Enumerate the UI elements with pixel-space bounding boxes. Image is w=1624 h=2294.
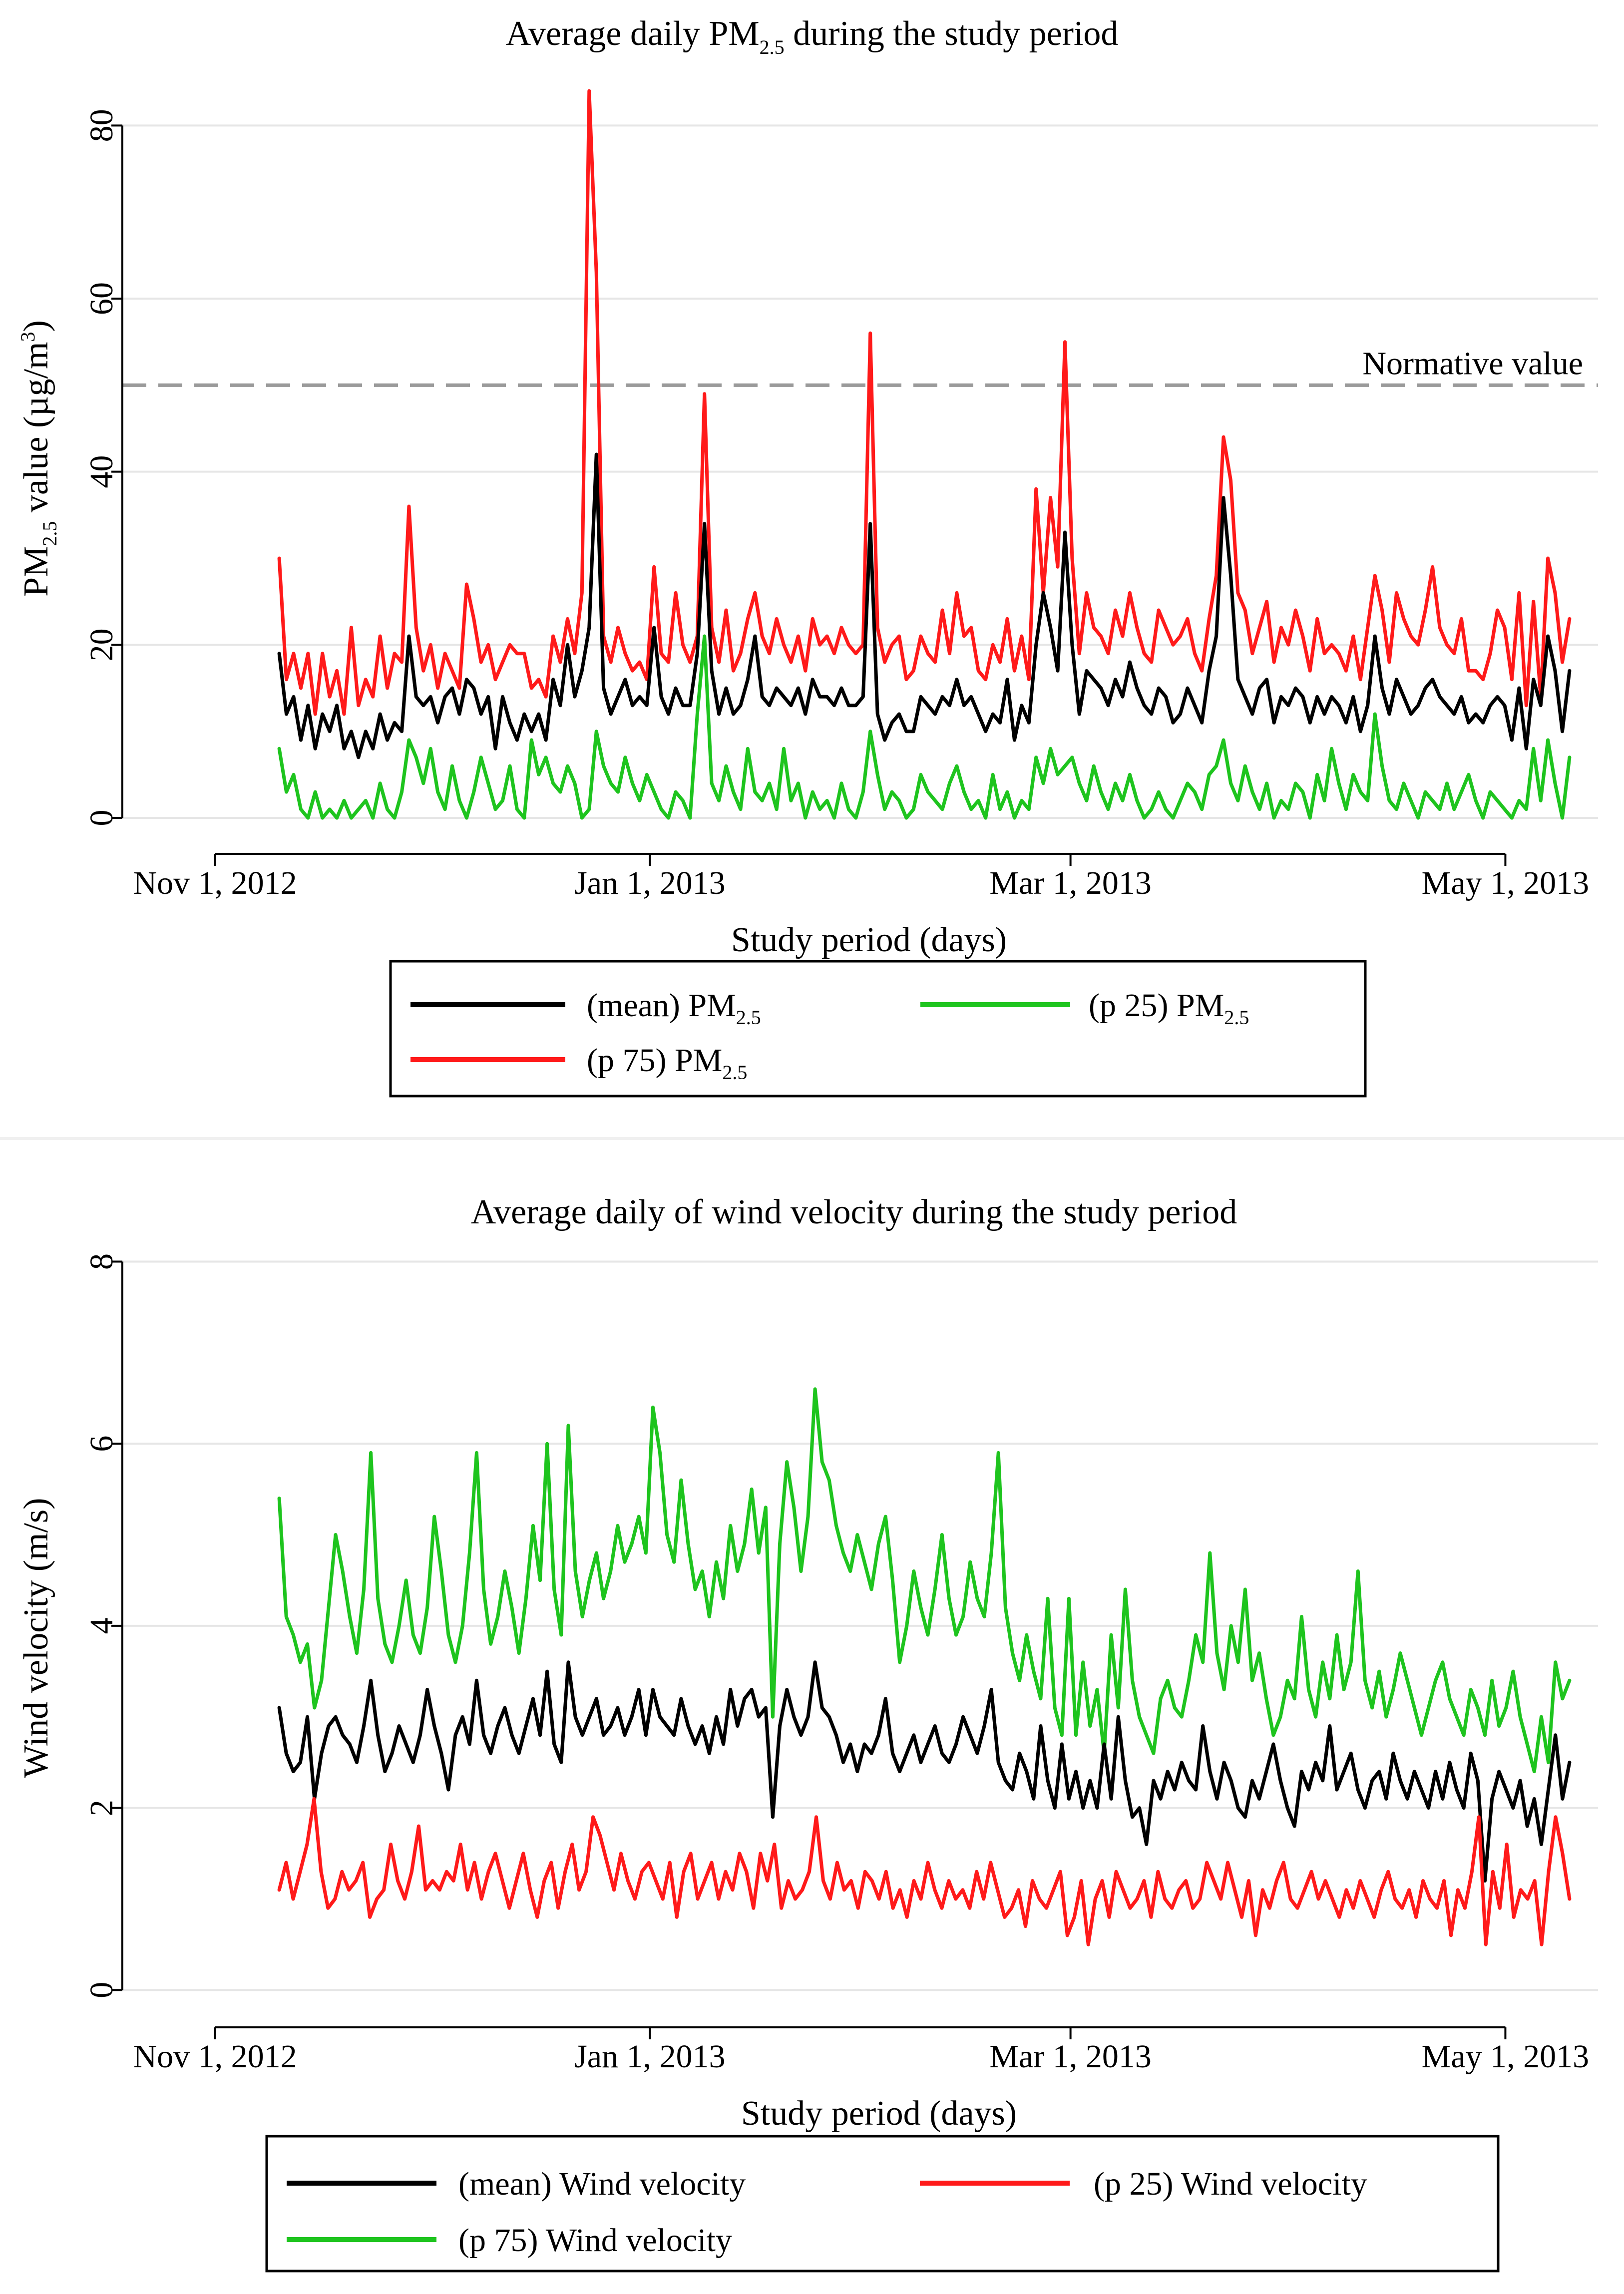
x-tick-label-may-1-2013: May 1, 2013 <box>1422 865 1589 901</box>
pm25-y-ticks: 0 20 40 60 80 <box>83 109 122 826</box>
y-tick-label-0: 0 <box>83 810 120 826</box>
x-tick-label-jan-1-2013: Jan 1, 2013 <box>574 2038 725 2075</box>
y-tick-label-6: 6 <box>83 1436 120 1452</box>
x-tick-label-may-1-2013: May 1, 2013 <box>1422 2038 1589 2075</box>
series-line-mean-wind-velocity <box>277 1660 1572 1883</box>
x-tick-label-nov-1-2012: Nov 1, 2012 <box>133 865 297 901</box>
pm25-x-ticks: Nov 1, 2012 Jan 1, 2013 Mar 1, 2013 May 1, … <box>133 854 1589 901</box>
legend-label-wind-mean: (mean) Wind velocity <box>458 2166 746 2202</box>
y-tick-label-2: 2 <box>83 1800 120 1816</box>
x-tick-label-mar-1-2013: Mar 1, 2013 <box>989 865 1151 901</box>
wind-chart: Average daily of wind velocity during th… <box>17 1193 1598 2273</box>
series-line-p-75-wind-velocity <box>277 1387 1572 1774</box>
wind-legend-box <box>265 2135 1500 2273</box>
pm25-series-group <box>277 89 1572 820</box>
legend-label-pm25-p25: (p 25) PM2.5 <box>1089 987 1249 1029</box>
y-tick-label-60: 60 <box>83 282 120 315</box>
series-line-p-25-wind-velocity <box>277 1797 1572 1946</box>
y-tick-label-4: 4 <box>83 1617 120 1634</box>
wind-series-group <box>277 1387 1572 1946</box>
y-tick-label-8: 8 <box>83 1253 120 1270</box>
x-tick-label-nov-1-2012: Nov 1, 2012 <box>133 2038 297 2075</box>
wind-legend: (mean) Wind velocity (p 25) Wind velocit… <box>265 2135 1500 2273</box>
series-line-mean-pm2-5 <box>277 452 1572 760</box>
series-line-p-25-pm2-5 <box>277 634 1572 820</box>
pm25-x-axis-label: Study period (days) <box>731 921 1007 959</box>
y-tick-label-40: 40 <box>83 455 120 488</box>
legend-label-pm25-mean: (mean) PM2.5 <box>587 987 761 1029</box>
x-tick-label-mar-1-2013: Mar 1, 2013 <box>989 2038 1151 2075</box>
pm25-chart-title: Average daily PM2.5 during the study per… <box>506 14 1119 58</box>
series-line-p-75-pm2-5 <box>277 89 1572 716</box>
pm25-y-axis-label: PM2.5 value (µg/m3) <box>16 320 61 597</box>
legend-label-wind-p75: (p 75) Wind velocity <box>458 2222 732 2259</box>
wind-y-ticks: 0 2 4 6 8 <box>83 1253 122 1998</box>
x-tick-label-jan-1-2013: Jan 1, 2013 <box>574 865 725 901</box>
wind-x-ticks: Nov 1, 2012 Jan 1, 2013 Mar 1, 2013 May 1, … <box>133 2027 1589 2075</box>
y-tick-label-80: 80 <box>83 109 120 142</box>
pm25-chart: Average daily PM2.5 during the study per… <box>16 14 1598 1098</box>
wind-y-axis-label: Wind velocity (m/s) <box>17 1498 55 1778</box>
y-tick-label-20: 20 <box>83 628 120 661</box>
normative-value-label: Normative value <box>1362 345 1583 382</box>
y-tick-label-0: 0 <box>83 1982 120 1998</box>
wind-chart-title: Average daily of wind velocity during th… <box>471 1193 1237 1231</box>
pm25-legend: (mean) PM2.5 (p 25) PM2.5 (p 75) PM2.5 <box>389 960 1367 1098</box>
wind-x-axis-label: Study period (days) <box>741 2094 1017 2133</box>
pm25-legend-box <box>389 960 1367 1098</box>
legend-label-wind-p25: (p 25) Wind velocity <box>1094 2166 1367 2202</box>
legend-label-pm25-p75: (p 75) PM2.5 <box>587 1042 747 1084</box>
